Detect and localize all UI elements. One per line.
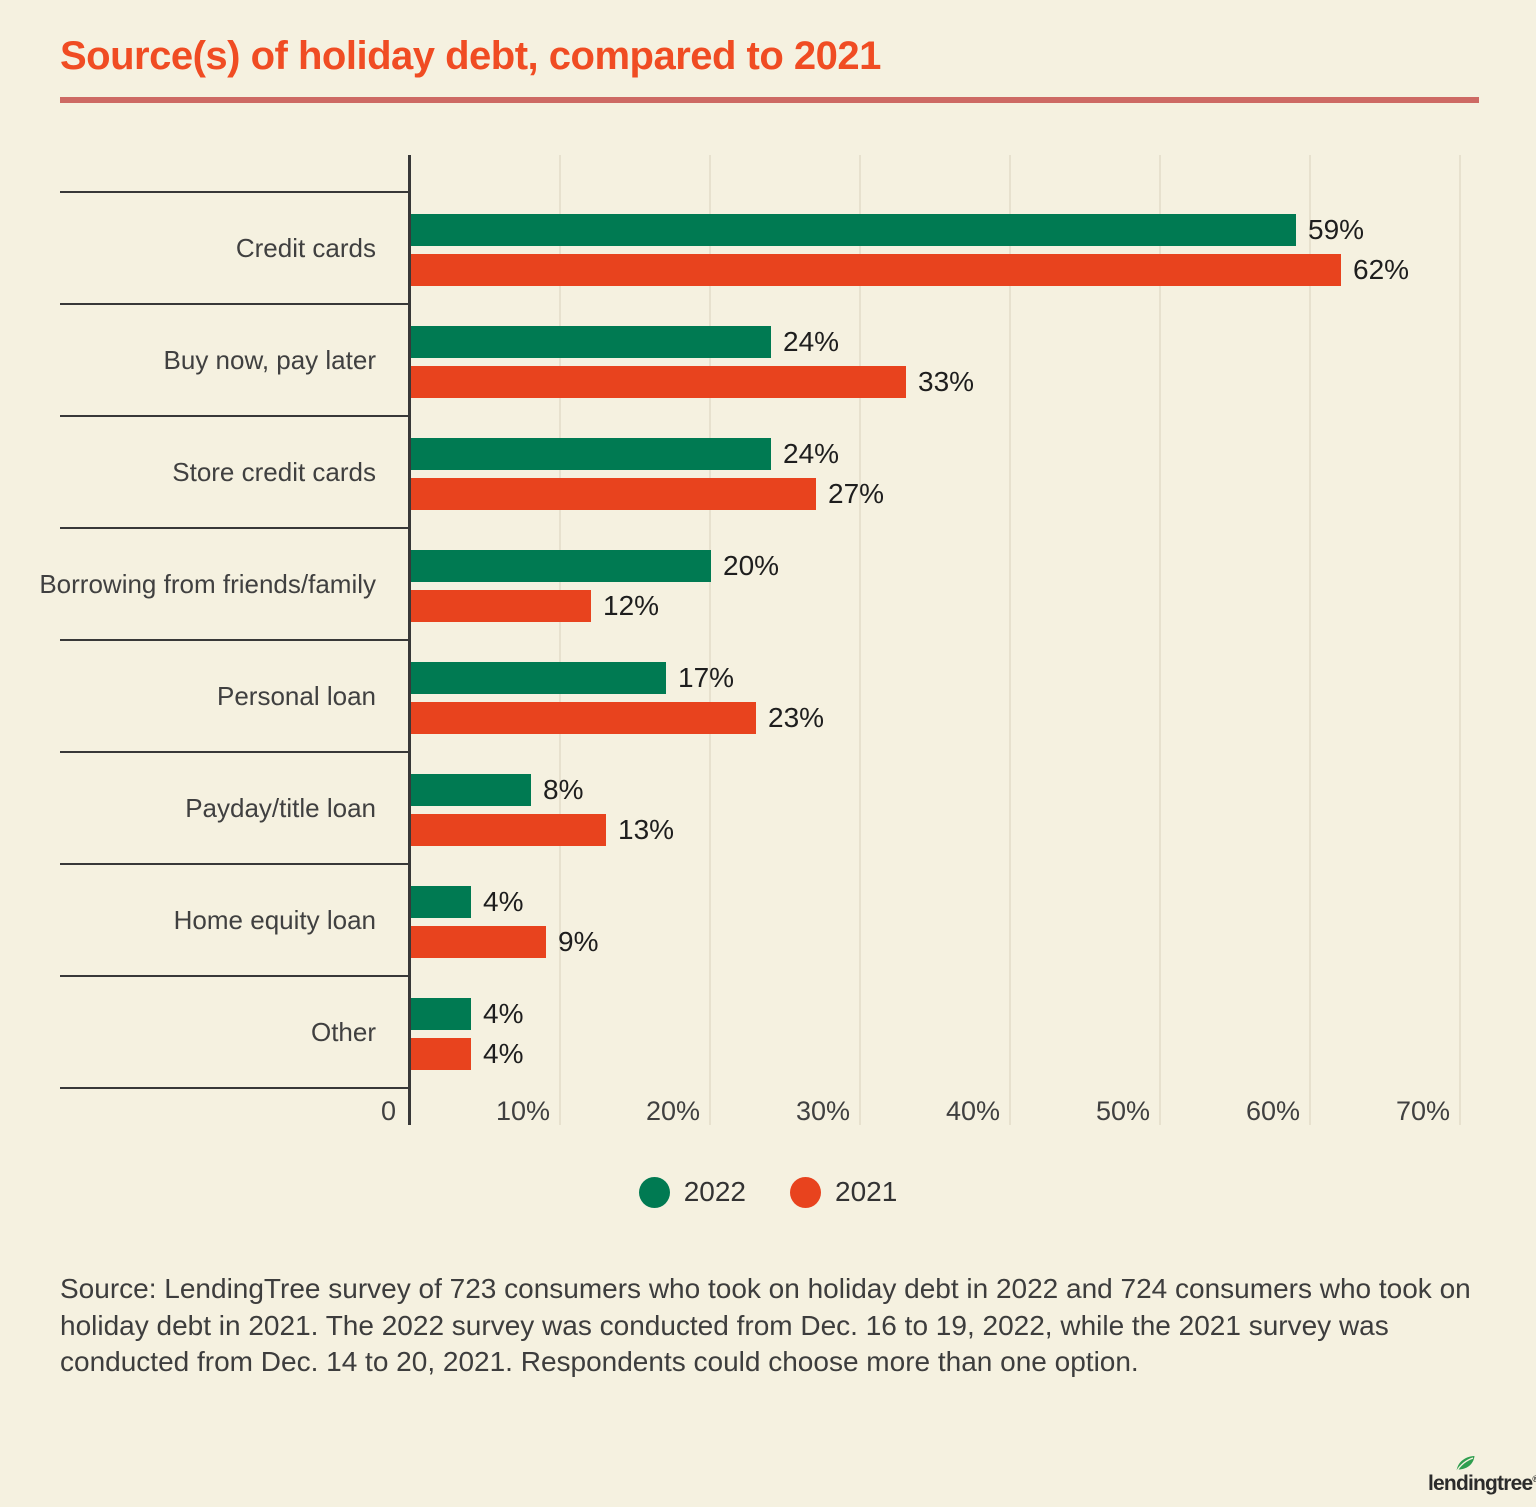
gridline-40% [1009,155,1011,1125]
category-label: Other [310,1016,376,1047]
row-separator [60,191,411,193]
bar-2021-home-equity-loan [411,926,546,958]
row-separator [60,415,411,417]
bar-2021-store-credit-cards [411,478,816,510]
bar-2022-other [411,998,471,1030]
gridline-60% [1309,155,1311,1125]
category-label: Buy now, pay later [163,344,376,375]
row-separator [60,639,411,641]
category-label: Borrowing from friends/family [39,568,376,599]
bar-value-2022: 17% [678,662,735,693]
bar-value-2021: 4% [483,1038,524,1069]
gridline-70% [1459,155,1461,1125]
x-tick-70%: 70% [1395,1096,1450,1126]
bar-value-2022: 24% [783,326,840,357]
category-label: Home equity loan [173,904,376,935]
leaf-icon [1455,1456,1475,1472]
bar-2022-payday-title-loan [411,774,531,806]
legend-swatch-2022-icon [638,1176,670,1208]
holiday-debt-bar-chart: Credit cards 59% 62% Buy now, pay later 24% 3… [39,155,1476,1126]
category-label: Personal loan [217,680,376,711]
source-note: Source: LendingTree survey of 723 consum… [60,1273,1471,1377]
chart-legend: 2022 2021 [0,1170,1536,1214]
legend-label-2021: 2021 [835,1176,898,1207]
bar-2021-personal-loan [411,702,756,734]
row-separator [60,751,411,753]
legend-label-2022: 2022 [683,1176,746,1207]
bar-value-2022: 59% [1308,214,1365,245]
bar-value-2021: 33% [918,366,975,397]
bar-value-2021: 9% [558,926,599,957]
legend-item-2022: 2022 [638,1176,746,1208]
row-separator [60,303,411,305]
bar-value-2022: 24% [783,438,840,469]
x-tick-60%: 60% [1245,1096,1300,1126]
x-tick-0: 0 [380,1096,396,1126]
bar-value-2021: 23% [768,702,825,733]
gridline-50% [1159,155,1161,1125]
x-tick-20%: 20% [645,1096,700,1126]
bar-value-2021: 12% [603,590,660,621]
bar-2021-payday-title-loan [411,814,606,846]
bar-2021-credit-cards [411,254,1341,286]
bar-value-2022: 4% [483,886,524,917]
page-title: Source(s) of holiday debt, compared to 2… [60,34,881,78]
bar-value-2021: 27% [828,478,885,509]
legend-item-2021: 2021 [790,1176,897,1208]
gridline-30% [859,155,861,1125]
legend-swatch-2021-icon [790,1176,821,1208]
registered-mark: ® [1532,1474,1536,1484]
bar-2021-borrowing-from-friends-family [411,590,591,622]
row-separator [60,975,411,977]
bar-2022-credit-cards [411,214,1296,246]
x-tick-40%: 40% [945,1096,1000,1126]
lendingtree-logo: lendingtree® [1424,1454,1536,1502]
bar-2022-store-credit-cards [411,438,771,470]
bar-value-2021: 62% [1353,254,1410,285]
category-label: Store credit cards [172,456,376,487]
x-tick-10%: 10% [495,1096,550,1126]
row-separator [60,1087,411,1089]
bar-value-2022: 8% [543,774,584,805]
row-separator [60,527,411,529]
bar-2022-borrowing-from-friends-family [411,550,711,582]
logo-wordmark: lendingtree® [1428,1472,1536,1496]
category-label: Credit cards [235,232,376,263]
x-tick-50%: 50% [1095,1096,1150,1126]
row-separator [60,863,411,865]
bar-2021-buy-now-pay-later [411,366,906,398]
gridline-10% [559,155,561,1125]
bar-value-2021: 13% [618,814,675,845]
bar-value-2022: 20% [723,550,780,581]
title-underline [60,97,1479,103]
bar-2022-home-equity-loan [411,886,471,918]
bar-2022-personal-loan [411,662,666,694]
category-label: Payday/title loan [185,792,376,823]
gridline-20% [709,155,711,1125]
x-tick-30%: 30% [795,1096,850,1126]
bar-value-2022: 4% [483,998,524,1029]
bar-2021-other [411,1038,471,1070]
bar-2022-buy-now-pay-later [411,326,771,358]
